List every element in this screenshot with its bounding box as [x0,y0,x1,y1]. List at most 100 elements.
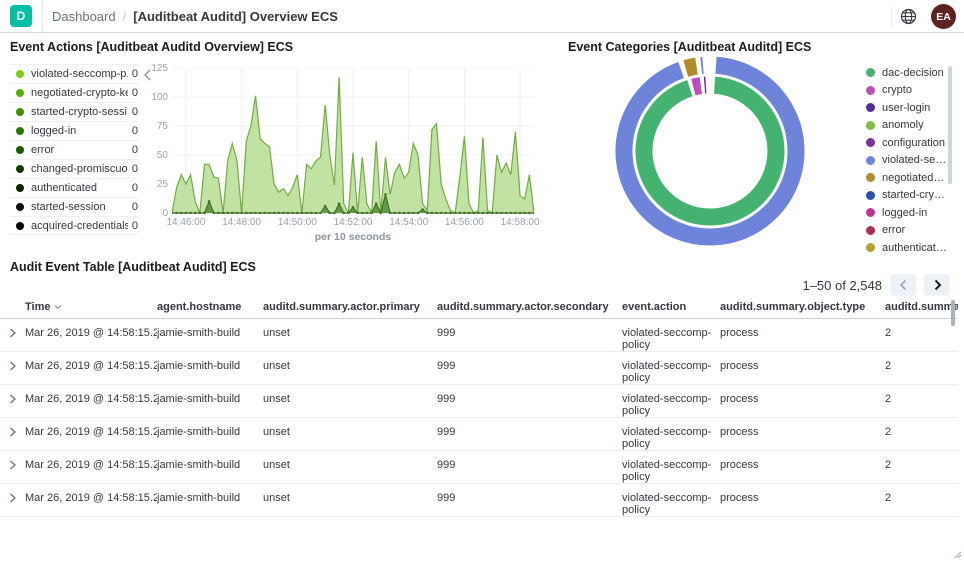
legend-dot-icon [16,127,24,135]
legend-item[interactable]: logged-in 0 [10,121,138,140]
legend-item[interactable]: started-crypto-sessi... 0 [10,102,138,121]
column-header-auditd-summary: auditd.summary [885,296,958,319]
cell-time: Mar 26, 2019 @ 14:58:15.245 [25,417,157,451]
cell-auditd-summary: 2 [885,384,958,418]
legend-value: 0 [131,87,138,99]
collapse-legend-icon[interactable] [143,68,155,82]
cell-event-action: violated-seccomp-policy [622,417,720,451]
legend-item[interactable]: started-session 0 [10,197,138,216]
legend-label: started-crypto-sessi... [31,106,128,118]
legend-label: error [882,224,906,237]
expand-row-icon[interactable] [0,483,25,517]
legend-dot-icon [866,225,875,235]
expand-row-icon[interactable] [0,417,25,451]
cell-object-type: process [720,450,885,484]
breadcrumb-dashboard-link[interactable]: Dashboard [52,9,116,24]
event-actions-legend: violated-seccomp-p... 0 negotiated-crypt… [10,64,138,235]
page-title: [Auditbeat Auditd] Overview ECS [133,9,338,24]
cell-event-action: violated-seccomp-policy [622,351,720,385]
column-header-auditd-summary-object-type: auditd.summary.object.type [720,296,885,319]
cell-event-action: violated-seccomp-policy [622,483,720,517]
x-tick-label: 14:48:00 [222,217,262,228]
pagination-label: 1–50 of 2,548 [802,277,882,293]
legend-label: user-login [882,101,931,114]
legend-item[interactable]: user-login [866,99,948,117]
legend-value: 0 [131,182,138,194]
legend-item[interactable]: negotiated-crypto... [866,169,948,187]
legend-dot-icon [866,155,875,165]
table-row: Mar 26, 2019 @ 14:58:15.245 jamie-smith-… [0,351,958,385]
legend-item[interactable]: violated-seccomp... [866,152,948,170]
cell-actor-primary: unset [263,483,437,517]
cell-auditd-summary: 2 [885,450,958,484]
user-avatar[interactable]: EA [931,4,956,29]
legend-label: logged-in [882,206,928,219]
legend-value: 0 [131,163,138,175]
x-tick-label: 14:52:00 [333,217,373,228]
table-paginator: 1–50 of 2,548 [802,274,950,296]
legend-item[interactable]: crypto [866,82,948,100]
event-categories-donut-chart[interactable] [615,56,805,246]
divider [891,6,892,27]
legend-item[interactable]: error [866,222,948,240]
legend-item[interactable]: logged-in [866,204,948,222]
expand-row-icon[interactable] [0,351,25,385]
cell-auditd-summary: 2 [885,318,958,352]
legend-dot-icon [866,120,875,130]
cell-agent-hostname: jamie-smith-build [157,384,263,418]
legend-item[interactable]: changed-promiscuo... 0 [10,159,138,178]
expand-row-icon[interactable] [0,318,25,352]
cell-agent-hostname: jamie-smith-build [157,450,263,484]
event-actions-area-chart[interactable] [170,67,536,216]
legend-item[interactable]: anomoly [866,117,948,135]
legend-label: crypto [882,84,912,97]
legend-label: acquired-credentials [31,219,128,232]
legend-item[interactable]: started-crypto-se... [866,187,948,205]
legend-scrollbar[interactable] [948,66,952,184]
next-page-button[interactable] [924,274,950,296]
cell-event-action: violated-seccomp-policy [622,450,720,484]
y-tick-label: 75 [156,121,168,132]
legend-label: authenticated [882,241,948,254]
legend-value: 0 [131,201,138,213]
legend-dot-icon [866,173,875,183]
cell-time: Mar 26, 2019 @ 14:58:15.245 [25,483,157,517]
previous-page-button[interactable] [890,274,916,296]
event-categories-legend: dac-decision crypto user-login anomoly c… [866,64,948,257]
legend-dot-icon [16,146,24,154]
legend-dot-icon [16,70,24,78]
x-tick-label: 14:46:00 [166,217,206,228]
legend-dot-icon [16,203,24,211]
cell-time: Mar 26, 2019 @ 14:58:15.245 [25,318,157,352]
legend-item[interactable]: configuration [866,134,948,152]
kibana-logo-icon[interactable]: D [10,5,32,27]
cell-agent-hostname: jamie-smith-build [157,351,263,385]
cell-actor-secondary: 999 [437,351,622,385]
legend-item[interactable]: violated-seccomp-p... 0 [10,64,138,83]
top-bar: D Dashboard / [Auditbeat Auditd] Overvie… [0,0,964,33]
table-scrollbar[interactable] [951,300,955,326]
column-header-event-action: event.action [622,296,720,319]
cell-time: Mar 26, 2019 @ 14:58:15.245 [25,450,157,484]
expand-row-icon[interactable] [0,384,25,418]
x-tick-label: 14:56:00 [444,217,484,228]
legend-item[interactable]: negotiated-crypto-key 0 [10,83,138,102]
event-actions-panel-title: Event Actions [Auditbeat Auditd Overview… [10,40,294,54]
column-header-time[interactable]: Time [25,296,157,319]
column-header-agent-hostname: agent.hostname [157,296,263,319]
event-categories-panel-title: Event Categories [Auditbeat Auditd] ECS [568,40,812,54]
sort-descending-icon[interactable] [54,301,62,313]
legend-item[interactable]: dac-decision [866,64,948,82]
expand-row-icon[interactable] [0,450,25,484]
legend-item[interactable]: error 0 [10,140,138,159]
table-row: Mar 26, 2019 @ 14:58:15.245 jamie-smith-… [0,318,958,352]
resize-handle-icon[interactable] [954,551,962,559]
cell-time: Mar 26, 2019 @ 14:58:15.245 [25,351,157,385]
legend-item[interactable]: acquired-credentials 0 [10,216,138,235]
globe-icon[interactable] [900,8,917,25]
legend-item[interactable]: authenticated 0 [10,178,138,197]
legend-item[interactable]: authenticated [866,239,948,257]
table-row: Mar 26, 2019 @ 14:58:15.245 jamie-smith-… [0,384,958,418]
legend-label: changed-promiscuo... [31,163,128,175]
